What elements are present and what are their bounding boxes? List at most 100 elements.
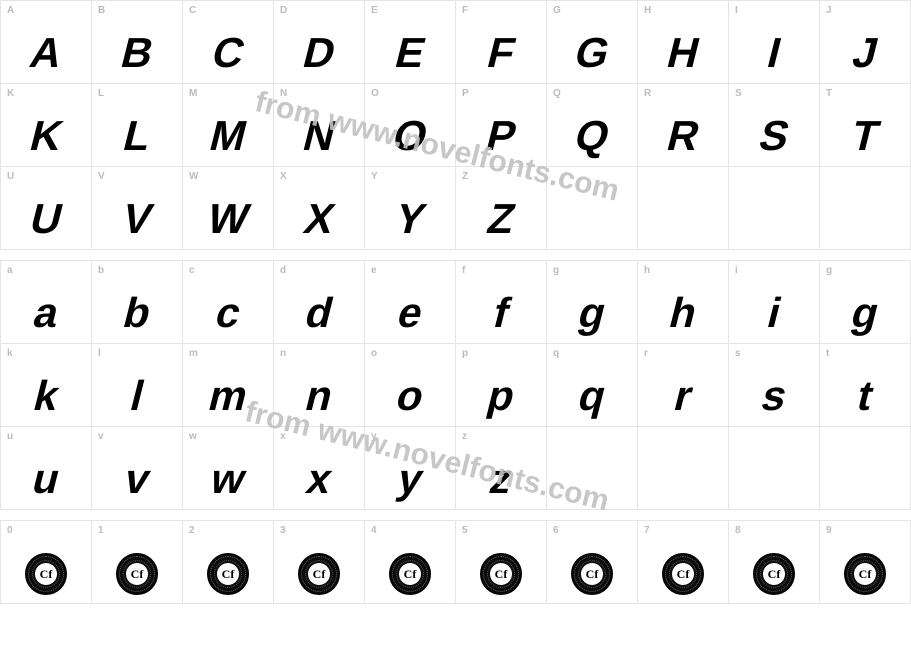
cell-label: 8 [735,525,741,536]
cell-glyph: Z [483,195,520,243]
cell-glyph: m [204,372,252,420]
cell-label: r [644,348,648,359]
glyph-cell: SS [729,84,820,167]
glyph-cell: yy [365,427,456,510]
cell-glyph: g [574,289,611,337]
cell-glyph: P [482,112,521,160]
glyph-cell: QQ [547,84,638,167]
digit-cell: 2 Cf [183,521,274,604]
glyph-cell [729,167,820,250]
cell-label: 3 [280,525,286,536]
glyph-cell: EE [365,1,456,84]
glyph-cell: cc [183,261,274,344]
glyph-cell: tt [820,344,911,427]
cell-label: C [189,5,196,16]
cell-label: 2 [189,525,195,536]
cell-glyph: u [28,455,65,503]
digit-cell: 6Cf [547,521,638,604]
cell-label: i [735,265,738,276]
glyph-cell [820,167,911,250]
cell-glyph: r [669,372,696,420]
digit-cell: 4Cf [365,521,456,604]
cell-glyph: o [392,372,429,420]
seal-text: Cf [490,563,512,585]
glyph-cell: ss [729,344,820,427]
cell-glyph: I [763,29,786,77]
glyph-cell: AA [1,1,92,84]
cell-glyph: d [301,289,338,337]
glyph-cell: kk [1,344,92,427]
glyph-cell: II [729,1,820,84]
cell-glyph: g [847,289,884,337]
seal-icon: Cf [298,553,340,595]
cell-label: N [280,88,287,99]
cell-glyph: p [483,372,520,420]
cell-glyph: z [485,455,517,503]
glyph-cell [547,167,638,250]
cell-glyph: c [211,289,245,337]
seal-icon: Cf [207,553,249,595]
cell-glyph: T [847,112,884,160]
cell-label: E [371,5,378,16]
cell-label: a [7,265,13,276]
glyph-cell: nn [274,344,365,427]
cell-label: V [98,171,105,182]
cell-glyph: V [118,195,157,243]
cell-label: J [826,5,832,16]
cell-label: F [462,5,468,16]
glyph-cell: vv [92,427,183,510]
cell-label: k [7,348,13,359]
cell-glyph: l [126,372,149,420]
glyph-cell: gg [820,261,911,344]
glyph-cell: qq [547,344,638,427]
glyph-cell [820,427,911,510]
cell-label: d [280,265,286,276]
cell-glyph: a [29,289,63,337]
cell-label: 6 [553,525,559,536]
glyph-cell: ll [92,344,183,427]
seal-icon: Cf [480,553,522,595]
cell-glyph: N [298,112,339,160]
cell-glyph: v [120,455,154,503]
cell-label: q [553,348,559,359]
cell-glyph: x [302,455,336,503]
cell-label: M [189,88,197,99]
cell-label: O [371,88,379,99]
cell-glyph: G [570,29,614,77]
section-gap [0,510,911,520]
glyph-cell: OO [365,84,456,167]
cell-label: G [553,5,561,16]
lowercase-grid: aabbccddeeffgghhiiggkkllmmnnooppqqrrsstt… [0,260,911,510]
cell-label: v [98,431,104,442]
glyph-cell [729,427,820,510]
glyph-cell: WW [183,167,274,250]
cell-label: Z [462,171,468,182]
cell-label: S [735,88,742,99]
glyph-cell: GG [547,1,638,84]
cell-glyph: L [119,112,156,160]
digit-cell: 0Cf [1,521,92,604]
glyph-cell: MM [183,84,274,167]
cell-glyph: M [205,112,251,160]
cell-glyph: w [206,455,250,503]
glyph-cell: UU [1,167,92,250]
digit-cell: 9Cf [820,521,911,604]
cell-glyph: B [116,29,157,77]
glyph-cell: TT [820,84,911,167]
seal-icon: Cf [753,553,795,595]
digit-cell: 3 Cf [274,521,365,604]
cell-label: h [644,265,650,276]
cell-label: 9 [826,525,832,536]
cell-label: A [7,5,14,16]
glyph-cell: hh [638,261,729,344]
glyph-cell: uu [1,427,92,510]
seal-text: Cf [672,563,694,585]
cell-glyph: f [489,289,514,337]
seal-icon: Cf [662,553,704,595]
glyph-cell: oo [365,344,456,427]
seal-icon: Cf [389,553,431,595]
glyph-cell [638,427,729,510]
cell-label: o [371,348,377,359]
glyph-cell: mm [183,344,274,427]
cell-glyph: O [388,112,432,160]
